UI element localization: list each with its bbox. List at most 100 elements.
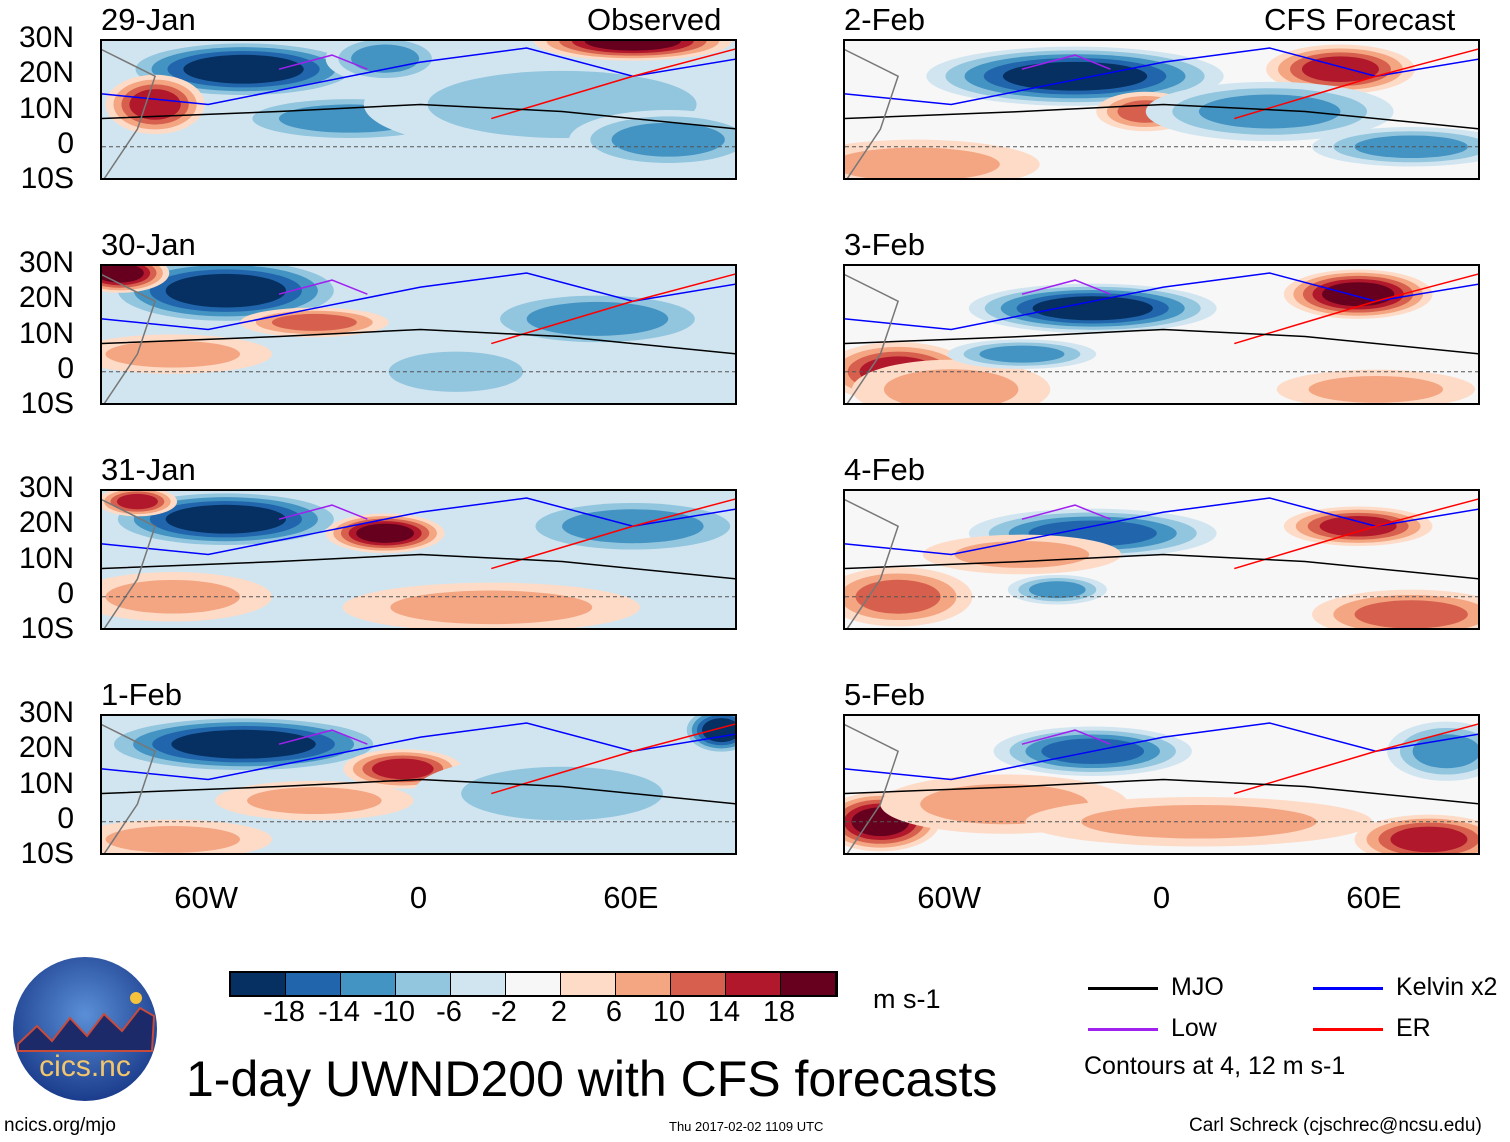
figure-title: 1-day UWND200 with CFS forecasts [186,1051,998,1107]
contour-line [845,498,900,628]
panel-date: 2-Feb [844,2,925,37]
colorbar-tick: 18 [762,996,796,1028]
colorbar-tick: -6 [436,996,462,1028]
contour-line [491,273,735,345]
footer-url[interactable]: ncics.org/mjo [4,1115,116,1136]
contour-line [278,54,368,70]
lon-label: 0 [1152,880,1171,915]
contour-line [278,504,368,520]
contour-line [845,103,1478,130]
footer-author: Carl Schreck (cjschrec@ncsu.edu) [1189,1115,1482,1136]
wind-anomaly-shading [1354,600,1468,628]
lat-label: 10S [20,387,74,421]
lat-label: 30N [18,21,74,54]
wind-anomaly-shading [356,523,414,543]
lat-label: 20N [18,281,74,315]
wind-anomaly-shading [979,345,1065,363]
contour-line [1021,279,1111,295]
contour-line [1234,48,1478,120]
colorbar-swatch [726,973,781,995]
colorbar-swatch [451,973,506,995]
panel-date: 30-Jan [101,227,196,262]
legend-line-mjo [1088,987,1158,990]
wind-anomaly-shading [390,590,593,625]
colorbar-tick: -2 [491,996,517,1028]
map-panel-3-Feb [843,264,1480,405]
wind-anomaly-shading [855,579,941,614]
contour-line [845,723,900,853]
contour-line [1021,504,1111,520]
svg-text:cics.nc: cics.nc [39,1050,131,1083]
wind-anomaly-shading [372,758,434,780]
lat-label: 0 [57,576,74,610]
contour-line [845,273,900,403]
map-panel-4-Feb [843,489,1480,630]
lon-label: 60W [917,880,982,915]
colorbar-tick: 6 [605,996,623,1028]
colorbar-swatch [341,973,396,995]
colorbar-swatch [616,973,671,995]
wind-anomaly-shading [165,273,287,308]
wind-anomaly-shading [1002,61,1148,91]
lon-label: 60W [174,880,239,915]
wind-anomaly-shading [129,89,181,120]
wind-anomaly-shading [1032,296,1153,321]
wind-anomaly-shading [1322,282,1395,307]
map-panel-2-Feb [843,39,1480,180]
wind-anomaly-shading [883,369,1019,403]
panel-date: 29-Jan [101,2,196,37]
lat-label: 0 [57,126,74,160]
lat-label: 10S [20,837,74,871]
colorbar-tick: 2 [550,996,568,1028]
wind-anomaly-shading [1308,375,1444,403]
lat-label: 30N [18,471,74,504]
contour-line [102,103,735,130]
wind-anomaly-shading [183,54,304,84]
colorbar-units: m s-1 [873,984,941,1014]
colorbar-tick: 10 [652,996,686,1028]
contour-line [491,48,735,120]
colorbar-swatch [231,973,286,995]
contour-line [845,48,900,178]
legend-line-kelvin [1313,987,1383,990]
wind-anomaly-shading [1301,56,1379,82]
lon-label: 60E [603,880,659,915]
wind-anomaly-shading [116,493,158,510]
contour-line [1021,54,1111,70]
contour-line [278,279,368,295]
wind-anomaly-shading [105,825,241,853]
wind-anomaly-shading [1390,826,1468,853]
contour-line [102,723,157,853]
lat-label: 0 [57,801,74,835]
cics-logo: cics.nc [12,956,158,1102]
contour-line [102,778,735,805]
colorbar-swatch [561,973,616,995]
contour-line [491,723,735,795]
map-panel-1-Feb [100,714,737,855]
observed-label: Observed [587,2,722,37]
lat-label: 20N [18,506,74,540]
lat-label: 10N [18,766,74,800]
lat-label: 20N [18,56,74,90]
contour-line [102,553,735,580]
panel-date: 3-Feb [844,227,925,262]
contour-line [1234,498,1478,570]
wind-anomaly-shading [845,147,1000,178]
contour-line [102,328,735,355]
lat-label: 20N [18,731,74,765]
wind-anomaly-shading [1354,135,1468,159]
legend-line-er [1313,1028,1383,1031]
wind-anomaly-shading [105,340,241,368]
colorbar-tick: -14 [318,996,360,1028]
colorbar [229,971,838,997]
panel-date: 1-Feb [101,677,182,712]
legend-label: Kelvin x2 [1396,973,1498,1001]
contour-line [1021,729,1111,745]
wind-anomaly-shading [165,504,287,534]
wind-anomaly-shading [1198,94,1341,129]
colorbar-tick: -10 [373,996,415,1028]
legend-label: MJO [1171,973,1224,1001]
wind-anomaly-shading [526,301,669,336]
wind-anomaly-shading [1319,516,1397,537]
contour-line [1234,273,1478,345]
